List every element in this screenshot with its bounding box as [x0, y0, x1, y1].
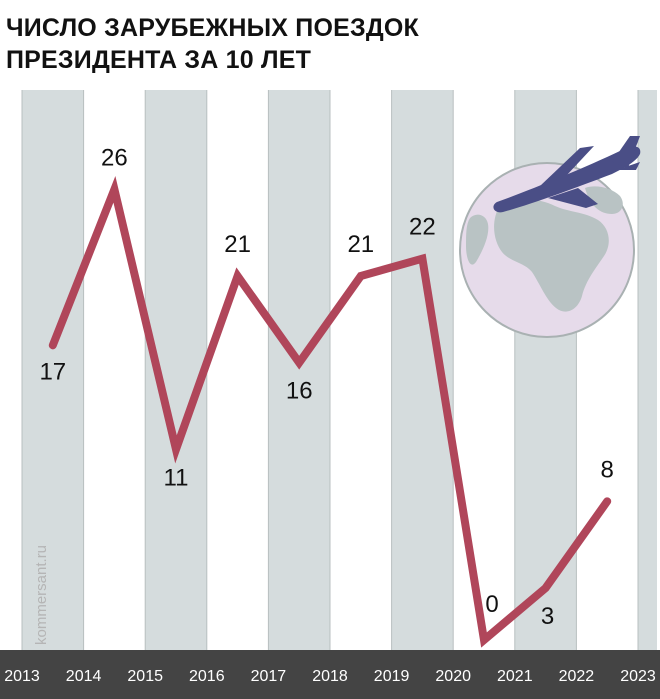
- year-band-2023: [638, 90, 657, 650]
- x-axis-bar: [0, 650, 660, 699]
- airplane-icon: [493, 136, 641, 213]
- x-tick-2023: 2023: [620, 668, 656, 685]
- x-tick-labels: 2013 2014 2015 2016 2017 2018 2019 2020 2021 2022…: [4, 668, 656, 685]
- x-tick-2022: 2022: [559, 668, 595, 685]
- chart-title-line-1: ЧИСЛО ЗАРУБЕЖНЫХ ПОЕЗДОК: [6, 14, 419, 42]
- globe-land: [466, 186, 623, 312]
- value-label-8: 3: [541, 603, 554, 630]
- value-label-7: 0: [485, 591, 498, 618]
- value-label-6: 22: [409, 214, 436, 241]
- x-tick-2017: 2017: [251, 668, 287, 685]
- x-tick-2019: 2019: [374, 668, 410, 685]
- x-tick-2018: 2018: [312, 668, 348, 685]
- x-tick-2014: 2014: [66, 668, 102, 685]
- value-label-9: 8: [601, 456, 614, 483]
- value-label-5: 21: [347, 231, 374, 258]
- value-label-4: 16: [286, 378, 313, 405]
- year-band-2017: [268, 90, 330, 650]
- x-tick-2013: 2013: [4, 668, 40, 685]
- value-labels: 17 26 11 21 16 21 22 0 3 8: [39, 144, 613, 630]
- series-line: [48, 176, 612, 648]
- value-label-3: 21: [224, 231, 251, 258]
- x-tick-2020: 2020: [435, 668, 471, 685]
- value-label-1: 26: [101, 144, 128, 171]
- value-label-2: 11: [164, 464, 189, 491]
- watermark: kommersant.ru: [33, 545, 50, 645]
- x-tick-2021: 2021: [497, 668, 533, 685]
- year-band-2013: [22, 90, 84, 650]
- x-tick-2016: 2016: [189, 668, 225, 685]
- x-tick-2015: 2015: [127, 668, 163, 685]
- value-label-0: 17: [39, 358, 66, 385]
- chart-title-line-2: ПРЕЗИДЕНТА ЗА 10 ЛЕТ: [6, 46, 312, 74]
- globe-plane-illustration: [459, 136, 641, 338]
